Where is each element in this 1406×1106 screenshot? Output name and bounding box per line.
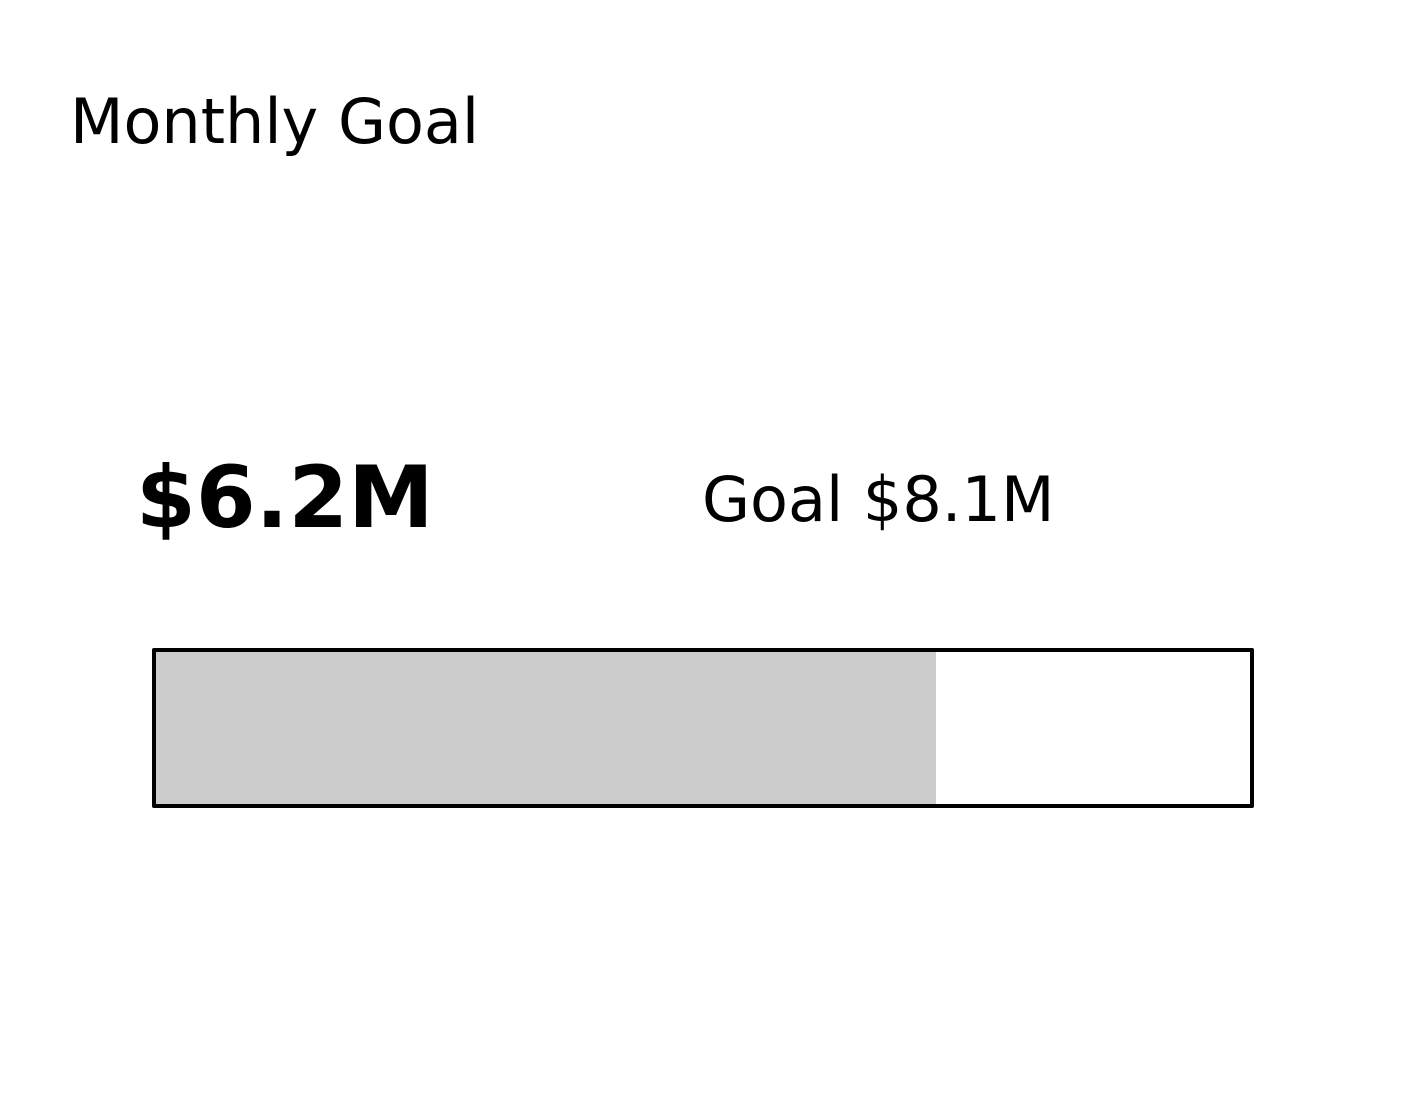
widget-title: Monthly Goal	[70, 85, 480, 158]
progress-bar	[152, 648, 1254, 808]
current-value: $6.2M	[136, 448, 434, 548]
goal-label: Goal $8.1M	[702, 463, 1055, 536]
progress-bar-fill	[156, 652, 937, 804]
